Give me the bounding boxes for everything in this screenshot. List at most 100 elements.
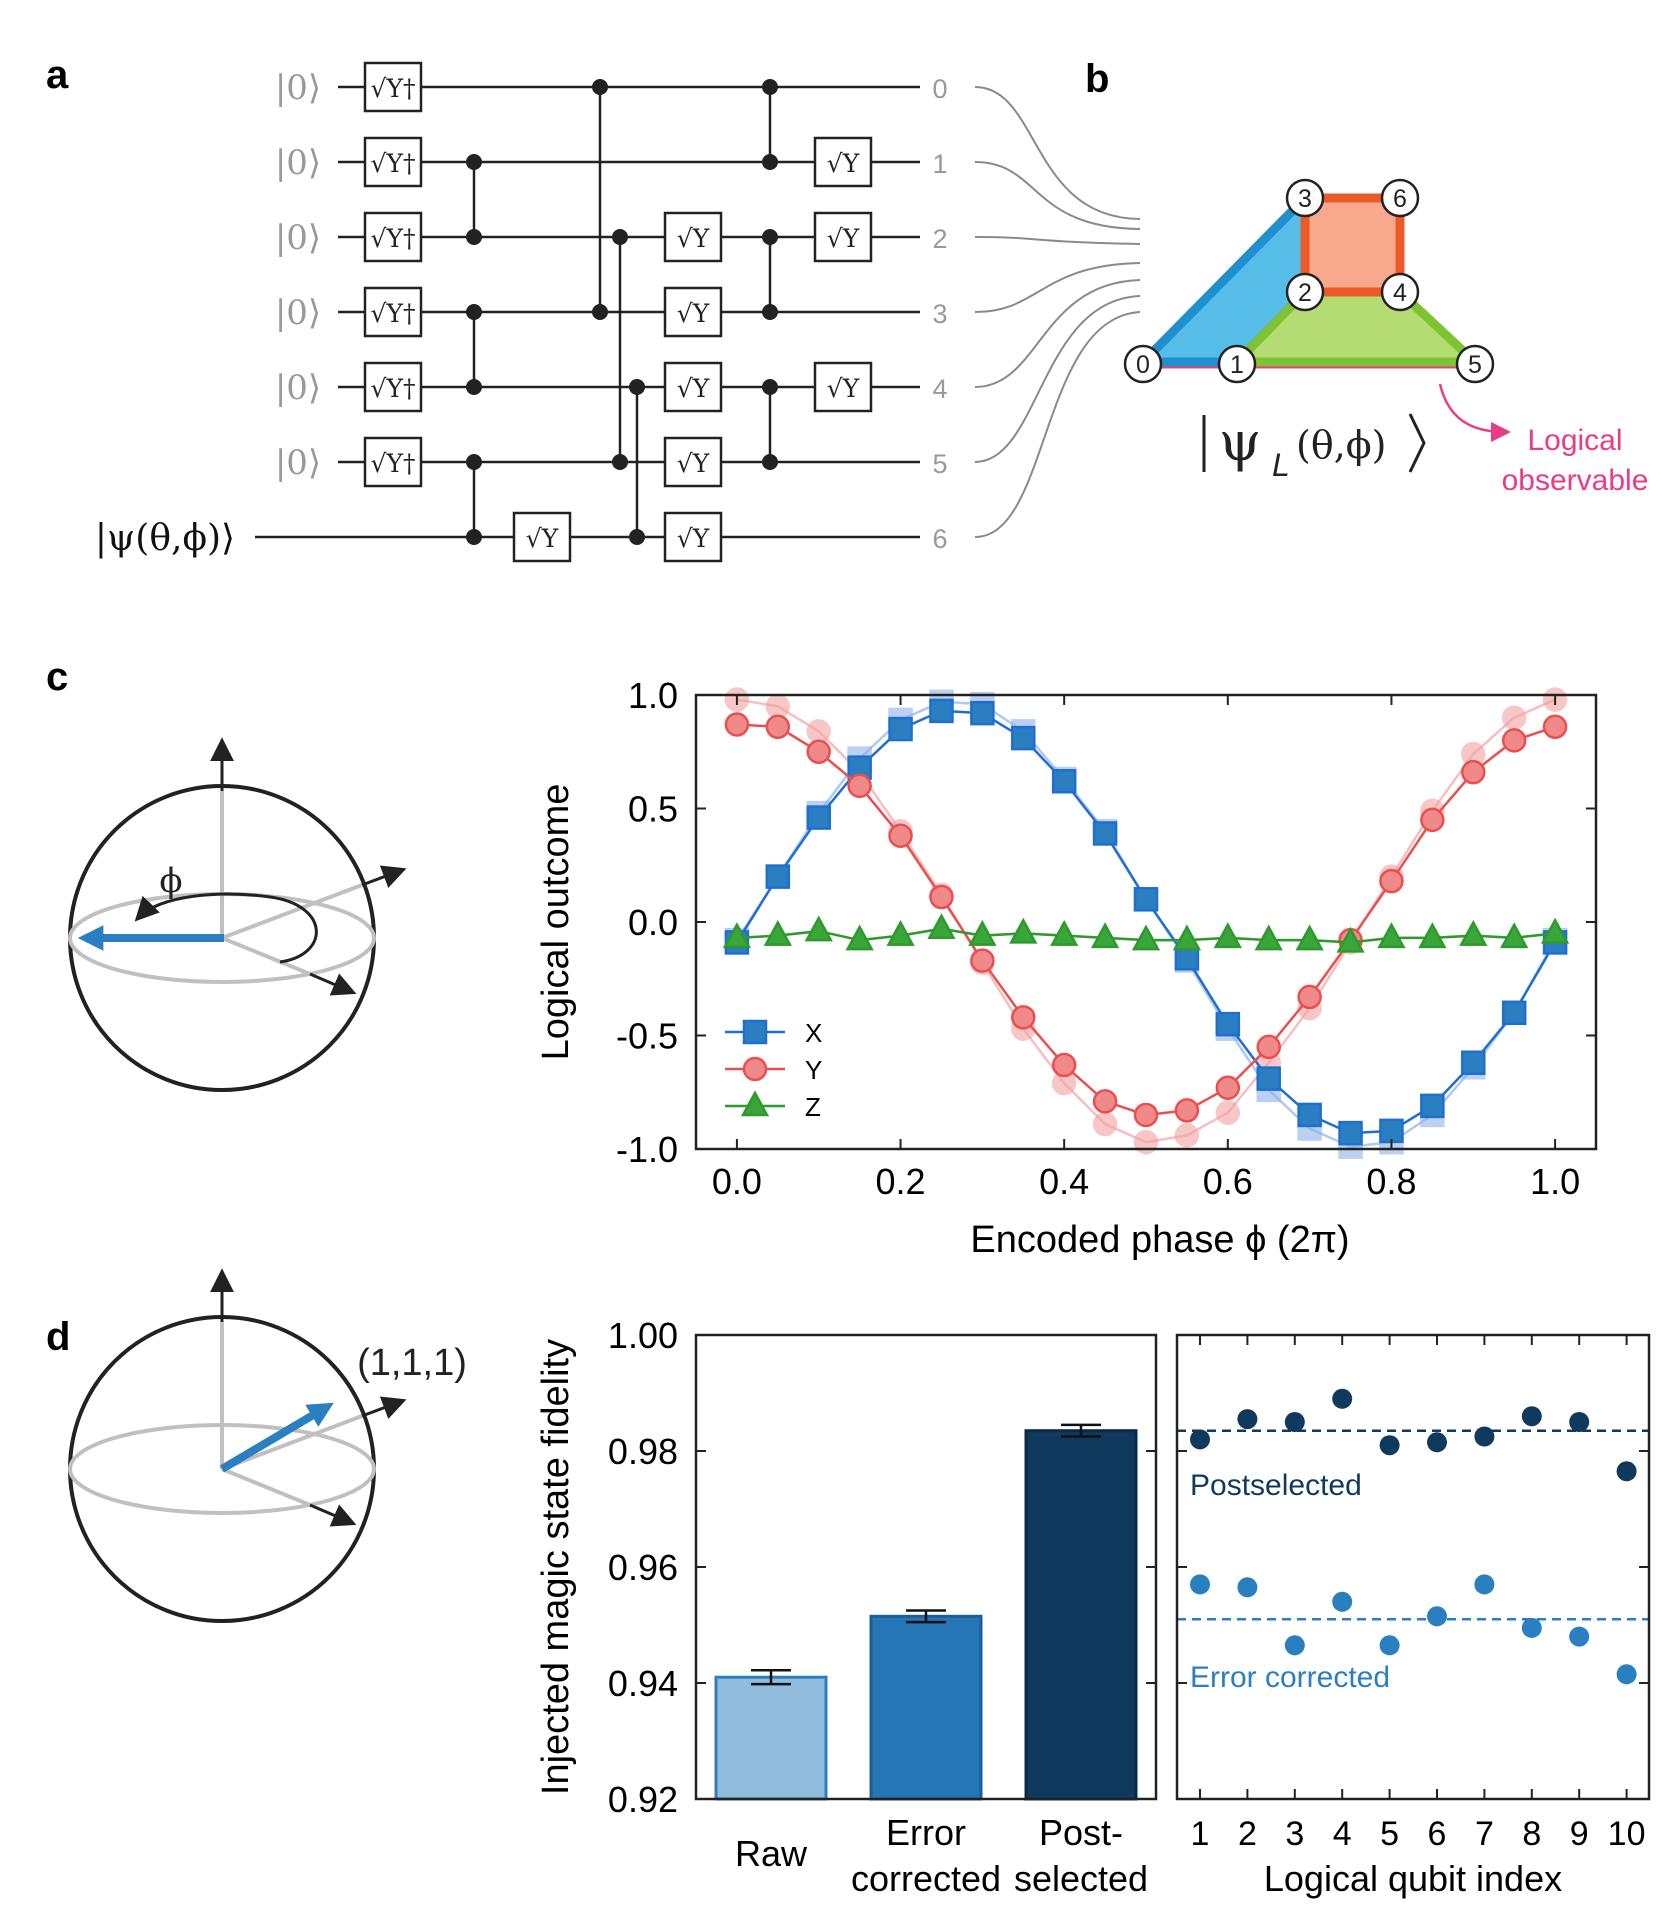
lattice-node-0: [1123, 344, 1163, 384]
data-point: [1092, 1089, 1118, 1114]
cz-control-dot: [592, 304, 608, 320]
data-point: [1215, 1075, 1241, 1100]
phi-arc: [134, 892, 318, 964]
scatter-x-tick-label: 9: [1570, 1815, 1589, 1853]
scatter-x-tick-label: 7: [1475, 1815, 1494, 1853]
lattice-node-label: 2: [1298, 279, 1312, 307]
y-tick-label: 0.5: [628, 789, 678, 830]
data-point: [1616, 1664, 1637, 1685]
y-axis-label: Logical outcome: [535, 784, 577, 1061]
logical-outcome-chart: XYZ 0.0 0.2 0.4 0.6 0.8 1.01.00.50.0-0.5-1.0 …: [535, 675, 1598, 1261]
observable-label-line2: observable: [1502, 464, 1649, 497]
data-point: [1377, 922, 1406, 949]
data-point: [1427, 1432, 1447, 1453]
scatter-x-tick-label: 3: [1285, 1815, 1304, 1853]
data-point: [804, 915, 833, 942]
gate-box: [363, 436, 423, 488]
data-point: [1474, 1426, 1495, 1447]
output-label-3: 3: [932, 299, 947, 329]
point-label: (1,1,1): [357, 1342, 467, 1384]
bar-1: Error corrected: [851, 1609, 1001, 1899]
data-point: [1500, 922, 1529, 949]
gate-sqrt-y: √Y: [663, 211, 723, 263]
data-point: [765, 714, 791, 740]
y-tick-label: 1.0: [628, 675, 678, 716]
x-axis-label: Encoded phase ϕ (2π): [970, 1219, 1349, 1261]
scatter-x-tick-label: 5: [1380, 1815, 1399, 1853]
x-tick-label: 0.4: [1039, 1161, 1089, 1202]
data-point: [1174, 946, 1200, 971]
gate-sqrt-y-dagger: √Y†: [363, 286, 423, 338]
data-point: [970, 948, 995, 973]
output-label-4: 4: [932, 374, 947, 404]
data-point: [1501, 1000, 1527, 1026]
y-tick-label: -1.0: [616, 1129, 678, 1170]
gate-box: [813, 136, 873, 188]
data-point: [1336, 926, 1365, 953]
scatter-series-0: [1177, 1388, 1649, 1482]
data-point: [1379, 1435, 1400, 1456]
panel-label-c: c: [46, 655, 68, 699]
data-point: [1332, 1388, 1353, 1409]
data-point: [1379, 1118, 1404, 1144]
data-point-faint: [1501, 705, 1527, 730]
data-point: [845, 924, 874, 951]
gate-sqrt-y: √Y: [813, 211, 873, 263]
data-point: [1569, 1626, 1590, 1647]
gate-sqrt-y: √Y: [663, 436, 723, 488]
bloch-sphere-d: (1,1,1): [68, 1268, 467, 1623]
data-point: [1461, 759, 1486, 785]
data-point: [1237, 1577, 1258, 1598]
data-point: [1461, 1050, 1486, 1075]
data-point-faint: [806, 719, 831, 744]
gate-box: [663, 511, 723, 563]
cz-control-dot: [466, 229, 482, 245]
state-vector-d: [219, 1402, 334, 1473]
data-point: [929, 698, 954, 724]
input-label-4: |0⟩: [275, 368, 321, 408]
data-point-faint: [1174, 1123, 1200, 1148]
gate-box: [813, 361, 873, 413]
gate-box: [663, 361, 723, 413]
bar-0: Raw: [714, 1668, 828, 1874]
scatter-x-tick-label: 6: [1428, 1815, 1447, 1853]
gate-label: √Y: [827, 224, 860, 253]
data-point: [1190, 1429, 1210, 1450]
bar-y-tick-label: 0.96: [608, 1547, 678, 1588]
scatter-x-tick-label: 10: [1608, 1815, 1646, 1853]
data-point: [1090, 922, 1120, 949]
cz-control-dot: [762, 79, 778, 95]
per-qubit-fidelity-chart: 1 2 3 4 5 6 7 8 9 10 Postselected Error corrected…: [1175, 1333, 1651, 1899]
data-point: [1420, 1093, 1445, 1119]
legend-label-Z: Z: [805, 1092, 821, 1122]
gate-label: √Y†: [371, 299, 416, 328]
scatter-x-tick-label: 4: [1333, 1815, 1352, 1853]
data-point: [1011, 725, 1036, 751]
gate-label: √Y: [677, 524, 710, 553]
data-point: [1459, 920, 1488, 946]
gate-box: [363, 136, 423, 188]
scatter-label-error-corrected: Error corrected: [1190, 1661, 1390, 1694]
gate-label: √Y†: [371, 149, 416, 178]
data-point: [1254, 924, 1283, 951]
cz-control-dot: [466, 304, 482, 320]
data-point: [1521, 1617, 1542, 1638]
data-point: [927, 913, 956, 940]
gate-label: √Y: [677, 299, 710, 328]
series-Y: [724, 712, 1568, 1128]
gate-box: [663, 211, 723, 263]
output-label-2: 2: [932, 224, 947, 254]
cz-control-dot: [612, 454, 628, 470]
data-point: [1542, 714, 1568, 740]
data-point: [1297, 984, 1322, 1010]
cz-control-dot: [762, 379, 778, 395]
gate-box: [813, 211, 873, 263]
gate-box: [363, 61, 423, 113]
cz-control-dot: [466, 529, 482, 545]
bar: [1024, 1429, 1138, 1801]
data-point: [1474, 1574, 1495, 1595]
data-point: [1009, 917, 1038, 944]
data-point: [888, 716, 913, 742]
data-point: [1521, 1406, 1542, 1427]
